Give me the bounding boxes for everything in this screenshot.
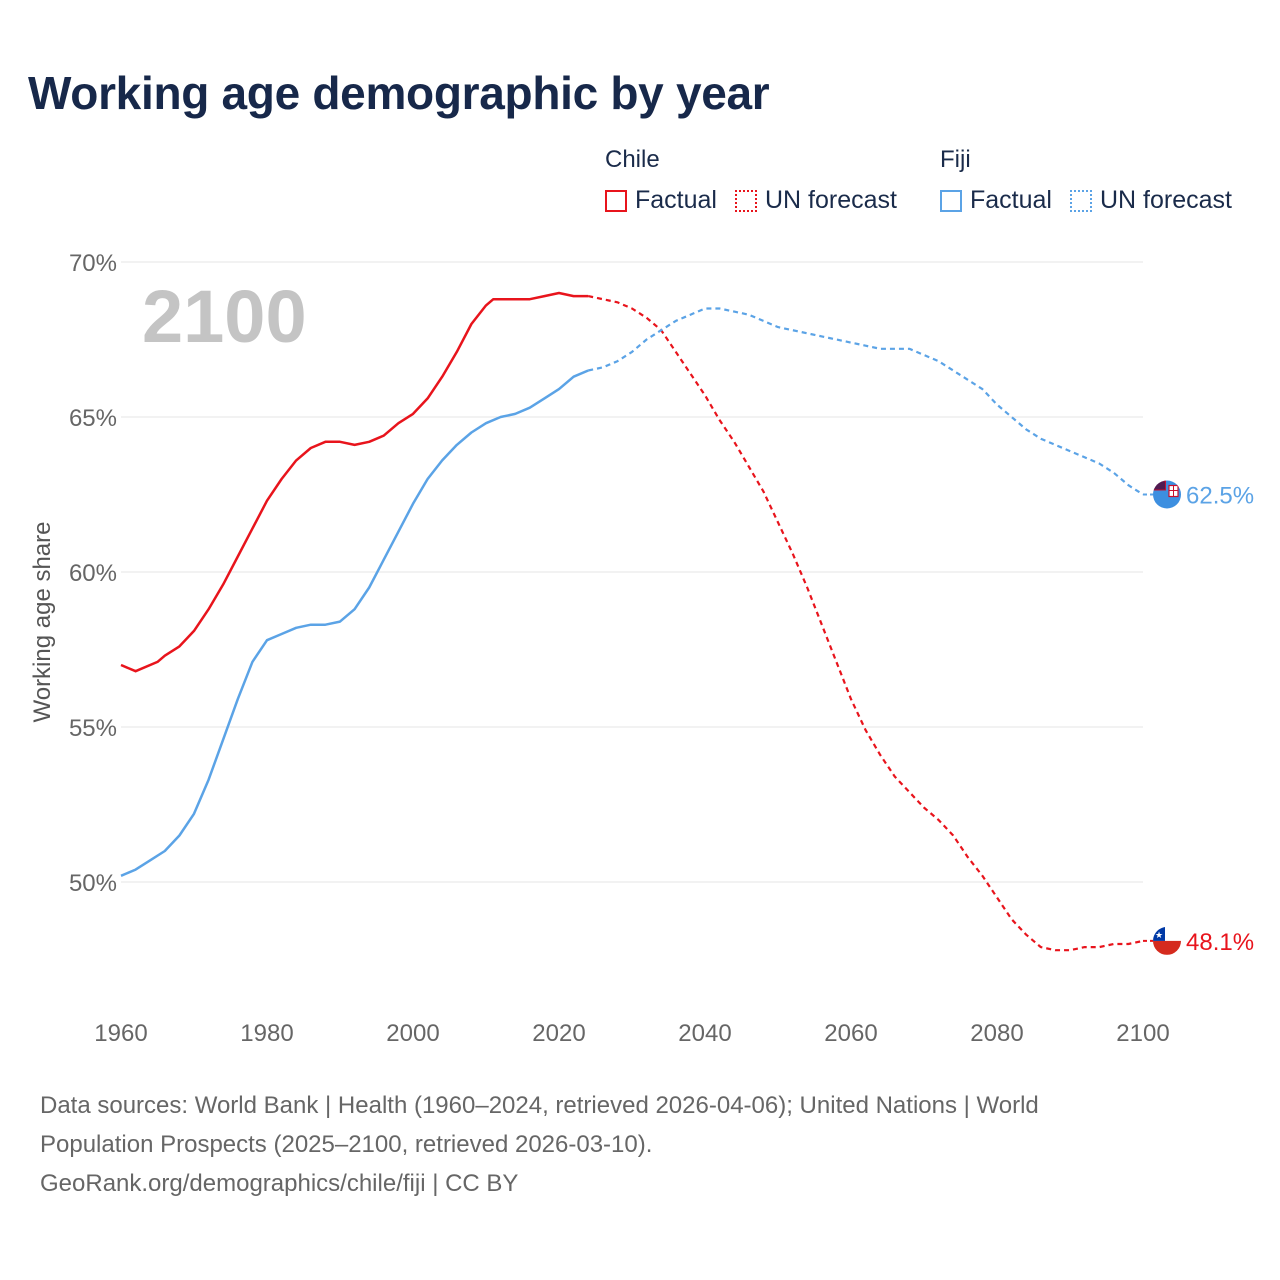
footer: Data sources: World Bank | Health (1960–… (40, 1086, 1240, 1203)
end-value-label-chile: 48.1% (1186, 929, 1254, 956)
x-tick-label: 2000 (386, 1020, 439, 1047)
legend-label: Factual (970, 186, 1052, 214)
x-tick-label: 2060 (824, 1020, 877, 1047)
y-tick-label: 50% (69, 870, 117, 897)
x-tick-label: 2100 (1116, 1020, 1169, 1047)
legend-item-fiji-factual[interactable]: Factual (940, 186, 1052, 215)
flag-part (1154, 481, 1165, 490)
chart-title: Working age demographic by year (28, 67, 770, 119)
chart-area: 2100 50% 55% 60% 65% 70% 1960 1980 2000 2020 204… (29, 250, 1254, 1047)
legend-swatch-solid (940, 189, 962, 212)
x-tick-label: 1960 (94, 1020, 147, 1047)
y-axis-label: Working age share (29, 522, 56, 723)
legend-swatch-solid (605, 189, 627, 212)
series-end-markers: ★ 48.1% 62.5% (1143, 480, 1254, 956)
series-lines (120, 291, 1144, 952)
x-tick-label: 2080 (970, 1020, 1023, 1047)
footer-source-line-2: Population Prospects (2025–2100, retriev… (40, 1131, 653, 1158)
flag-part (1153, 940, 1181, 955)
legend-group-title: Fiji (940, 146, 971, 173)
y-tick-label: 65% (69, 405, 117, 432)
legend-item-fiji-forecast[interactable]: UN forecast (1069, 186, 1232, 215)
gridlines (121, 261, 1143, 883)
legend-label: UN forecast (764, 186, 897, 214)
legend-swatch-dotted (1069, 189, 1092, 212)
series-line-fiji-forecast (587, 307, 1144, 496)
chile-flag-icon: ★ (1153, 926, 1181, 955)
legend-label: UN forecast (1099, 186, 1232, 214)
flag-star: ★ (1155, 930, 1163, 940)
series-line-chile-factual (120, 291, 589, 673)
footer-source-line-1: Data sources: World Bank | Health (1960–… (40, 1092, 1039, 1119)
y-tick-label: 70% (69, 250, 117, 277)
legend-item-chile-factual[interactable]: Factual (605, 186, 717, 215)
year-watermark: 2100 (142, 275, 307, 358)
x-tick-label: 2020 (532, 1020, 585, 1047)
footer-attribution[interactable]: GeoRank.org/demographics/chile/fiji | CC… (40, 1170, 519, 1197)
legend-group-chile: Chile Factual UN forecast (605, 144, 915, 215)
legend-group-title: Chile (605, 146, 660, 173)
series-line-fiji-factual (120, 369, 589, 877)
series-line-chile-forecast (587, 295, 1144, 952)
end-value-label-fiji: 62.5% (1186, 483, 1254, 510)
legend-item-chile-forecast[interactable]: UN forecast (734, 186, 897, 215)
fiji-flag-icon (1153, 480, 1181, 509)
y-tick-label: 60% (69, 560, 117, 587)
x-tick-label: 2040 (678, 1020, 731, 1047)
legend-group-fiji: Fiji Factual UN forecast (940, 144, 1250, 215)
x-axis-ticks: 1960 1980 2000 2020 2040 2060 2080 2100 (94, 1020, 1169, 1047)
legend-swatch-dotted (734, 189, 757, 212)
y-tick-label: 55% (69, 715, 117, 742)
legend-label: Factual (635, 186, 717, 214)
y-axis-ticks: 50% 55% 60% 65% 70% (69, 250, 117, 897)
x-tick-label: 1980 (240, 1020, 293, 1047)
